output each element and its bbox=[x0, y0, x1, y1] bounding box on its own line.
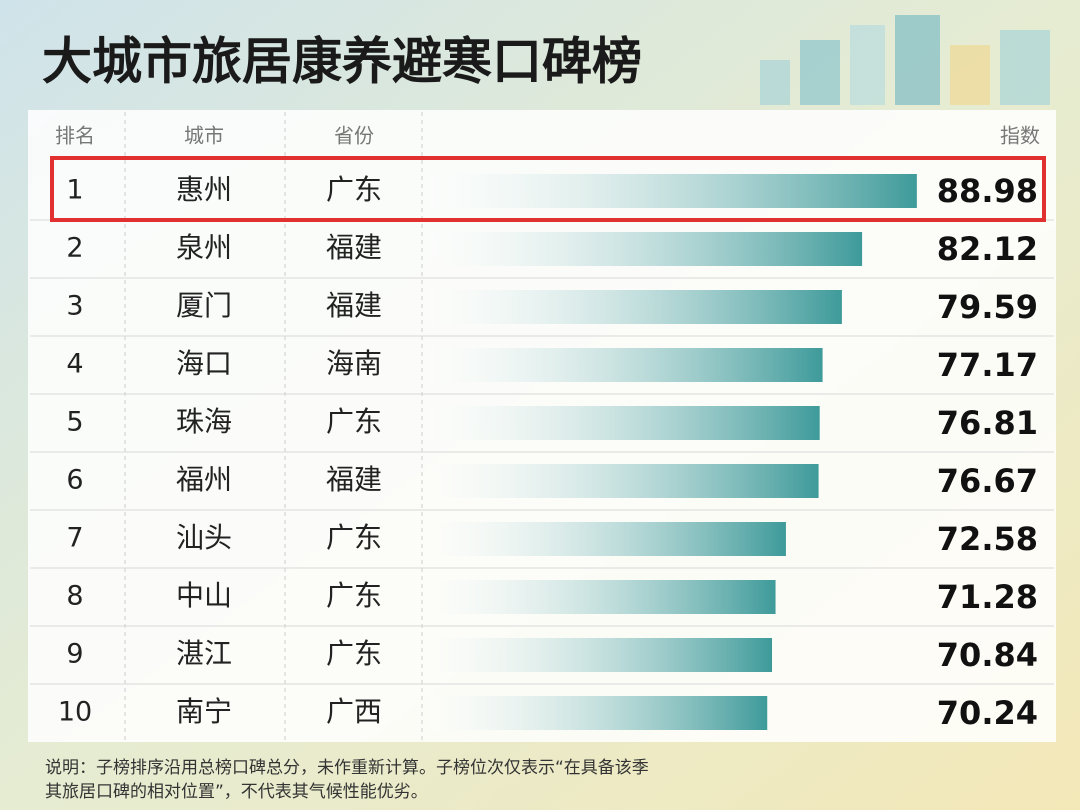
value-label: 77.17 bbox=[937, 346, 1038, 384]
city: 汕头 bbox=[176, 521, 232, 554]
city: 厦门 bbox=[176, 289, 232, 322]
header: 指数 bbox=[1000, 124, 1040, 148]
rank: 10 bbox=[58, 697, 92, 728]
province: 福建 bbox=[326, 289, 382, 322]
city: 珠海 bbox=[176, 405, 232, 438]
province: 海南 bbox=[326, 347, 382, 380]
bar bbox=[430, 174, 917, 208]
bar bbox=[430, 696, 768, 730]
rank: 9 bbox=[66, 639, 83, 670]
value-label: 72.58 bbox=[937, 520, 1038, 558]
bar bbox=[430, 638, 773, 672]
province: 广东 bbox=[326, 579, 382, 612]
header: 省份 bbox=[334, 124, 374, 148]
header: 排名 bbox=[55, 124, 95, 148]
bar bbox=[430, 522, 786, 556]
province: 福建 bbox=[326, 463, 382, 496]
province: 广东 bbox=[326, 521, 382, 554]
bar bbox=[430, 580, 776, 614]
note: 说明：子榜排序沿用总榜口碑总分，未作重新计算。子榜位次仅表示“在具备该季 bbox=[45, 758, 649, 778]
bar bbox=[430, 348, 823, 382]
city: 泉州 bbox=[176, 231, 232, 264]
rank: 6 bbox=[66, 465, 83, 496]
value-label: 70.24 bbox=[937, 694, 1038, 732]
province: 广东 bbox=[326, 173, 382, 206]
province: 广西 bbox=[326, 695, 382, 728]
province: 广东 bbox=[326, 637, 382, 670]
rank: 8 bbox=[66, 581, 83, 612]
note: 其旅居口碑的相对位置”，不代表其气候性能优劣。 bbox=[45, 782, 428, 802]
value-label: 71.28 bbox=[937, 578, 1038, 616]
city: 海口 bbox=[176, 347, 232, 380]
rank: 3 bbox=[66, 291, 83, 322]
city: 中山 bbox=[176, 579, 232, 612]
value-label: 70.84 bbox=[937, 636, 1038, 674]
bar bbox=[430, 464, 819, 498]
highlight-box bbox=[50, 156, 1046, 222]
value-label: 76.81 bbox=[937, 404, 1038, 442]
skyline bbox=[760, 15, 1050, 105]
bar bbox=[430, 232, 863, 266]
province: 广东 bbox=[326, 405, 382, 438]
city: 南宁 bbox=[176, 695, 232, 728]
bar bbox=[430, 290, 842, 324]
city: 福州 bbox=[176, 463, 232, 496]
value-label: 88.98 bbox=[937, 172, 1038, 210]
rank: 1 bbox=[66, 175, 83, 206]
value-label: 82.12 bbox=[937, 230, 1038, 268]
city: 湛江 bbox=[176, 637, 232, 670]
rank: 7 bbox=[66, 523, 83, 554]
province: 福建 bbox=[326, 231, 382, 264]
city: 惠州 bbox=[176, 173, 232, 206]
rank: 4 bbox=[66, 349, 83, 380]
header: 城市 bbox=[184, 124, 224, 148]
rank: 2 bbox=[66, 233, 83, 264]
rank: 5 bbox=[66, 407, 83, 438]
value-label: 79.59 bbox=[937, 288, 1038, 326]
chart-title: 大城市旅居康养避寒口碑榜 bbox=[42, 33, 642, 91]
bar bbox=[430, 406, 820, 440]
value-label: 76.67 bbox=[937, 462, 1038, 500]
